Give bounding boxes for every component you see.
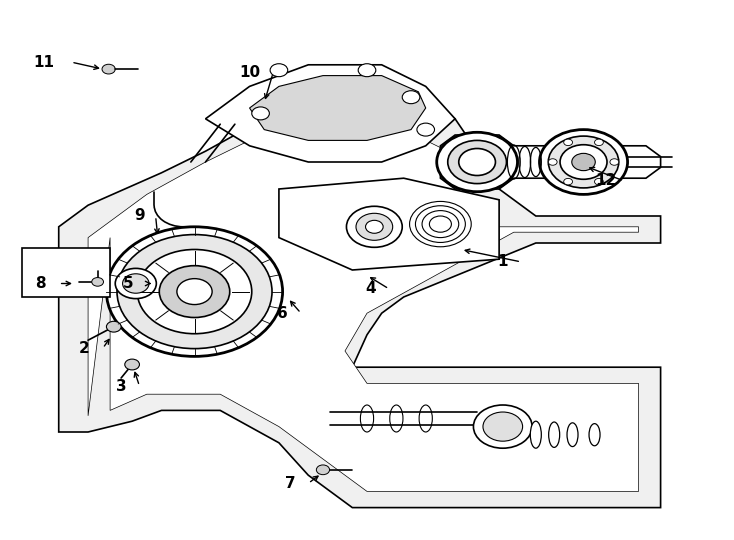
Circle shape	[417, 123, 435, 136]
Circle shape	[473, 405, 532, 448]
Polygon shape	[250, 76, 426, 140]
Circle shape	[92, 278, 103, 286]
Circle shape	[117, 234, 272, 349]
Circle shape	[346, 206, 402, 247]
Circle shape	[358, 64, 376, 77]
Circle shape	[560, 145, 607, 179]
Circle shape	[137, 249, 252, 334]
Bar	[22, 248, 110, 297]
Circle shape	[564, 139, 573, 146]
Circle shape	[115, 268, 156, 299]
Circle shape	[429, 216, 451, 232]
Circle shape	[437, 132, 517, 192]
Circle shape	[483, 412, 523, 441]
Polygon shape	[440, 135, 661, 189]
Circle shape	[270, 64, 288, 77]
Circle shape	[610, 159, 619, 165]
Circle shape	[415, 206, 465, 242]
Polygon shape	[88, 130, 639, 491]
Circle shape	[548, 159, 557, 165]
Text: 12: 12	[595, 173, 616, 188]
Text: 10: 10	[239, 65, 260, 80]
Circle shape	[106, 321, 121, 332]
Circle shape	[356, 213, 393, 240]
Ellipse shape	[530, 421, 541, 448]
Text: 3: 3	[116, 379, 126, 394]
Circle shape	[410, 201, 471, 247]
Circle shape	[448, 140, 506, 184]
Circle shape	[595, 139, 603, 146]
Circle shape	[252, 107, 269, 120]
Text: 1: 1	[498, 254, 508, 269]
Text: 9: 9	[134, 208, 145, 224]
Circle shape	[366, 220, 383, 233]
Circle shape	[125, 359, 139, 370]
Text: 4: 4	[366, 281, 376, 296]
Polygon shape	[206, 65, 455, 162]
Polygon shape	[59, 92, 661, 508]
Circle shape	[402, 91, 420, 104]
Circle shape	[459, 148, 495, 176]
Text: 11: 11	[34, 55, 54, 70]
Circle shape	[572, 153, 595, 171]
Circle shape	[123, 274, 149, 293]
Circle shape	[106, 227, 283, 356]
Circle shape	[316, 465, 330, 475]
Circle shape	[177, 279, 212, 305]
Circle shape	[564, 178, 573, 185]
Circle shape	[539, 130, 628, 194]
Circle shape	[548, 136, 619, 188]
Circle shape	[159, 266, 230, 318]
Ellipse shape	[589, 423, 600, 446]
Text: 2: 2	[79, 341, 90, 356]
Text: 7: 7	[285, 476, 295, 491]
Text: 6: 6	[277, 306, 288, 321]
Polygon shape	[279, 178, 499, 270]
Circle shape	[595, 178, 603, 185]
Text: 8: 8	[35, 276, 46, 291]
Text: 5: 5	[123, 276, 134, 291]
Ellipse shape	[567, 423, 578, 447]
Circle shape	[422, 211, 459, 238]
Ellipse shape	[548, 422, 559, 447]
Circle shape	[102, 64, 115, 74]
